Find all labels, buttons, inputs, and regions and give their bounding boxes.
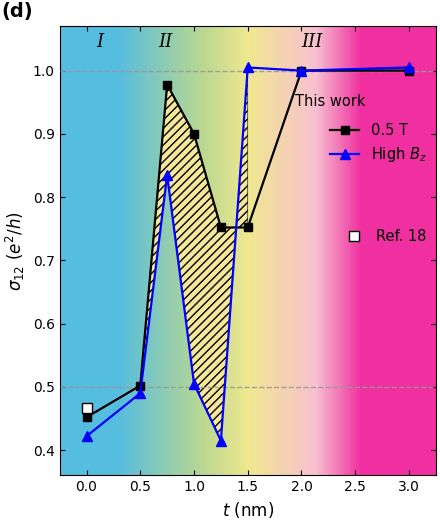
Text: I: I — [96, 33, 103, 51]
Polygon shape — [140, 68, 248, 441]
Y-axis label: $\sigma_{12}$ ($e^2/h$): $\sigma_{12}$ ($e^2/h$) — [4, 211, 27, 291]
Text: III: III — [301, 33, 323, 51]
Text: This work: This work — [295, 94, 365, 110]
Legend: Ref. 18: Ref. 18 — [343, 229, 427, 244]
Text: II: II — [158, 33, 172, 51]
Text: (d): (d) — [1, 2, 33, 20]
X-axis label: $t$ (nm): $t$ (nm) — [222, 500, 274, 520]
